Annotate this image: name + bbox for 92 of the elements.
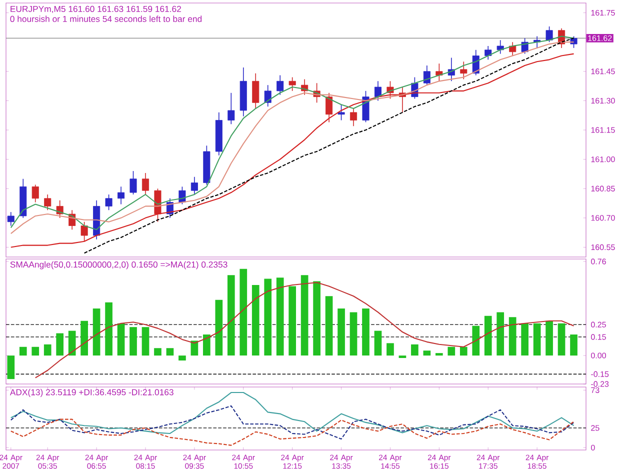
y-tick-label: -0.23	[591, 381, 609, 387]
bar	[508, 317, 516, 356]
candlestick	[228, 92, 235, 125]
bar	[448, 346, 456, 356]
bar	[7, 356, 15, 380]
bar	[240, 268, 248, 356]
candlestick	[44, 194, 52, 211]
y-tick-label: 161.00	[591, 156, 615, 162]
y-tick-label: 0.15	[591, 334, 606, 340]
candlestick	[374, 80, 382, 102]
y-tick-label: 160.85	[591, 186, 615, 192]
bar	[44, 344, 52, 356]
bar	[484, 316, 492, 356]
bar	[288, 286, 296, 356]
bar	[374, 330, 382, 356]
y-tick-label: 160.55	[591, 244, 615, 250]
candlestick	[130, 170, 137, 195]
y-tick-label: 160.70	[591, 215, 615, 221]
candlestick	[546, 26, 553, 42]
bar	[92, 308, 100, 356]
candlestick	[105, 194, 112, 211]
y-tick-label: 161.45	[591, 68, 615, 74]
candlestick	[252, 72, 260, 109]
candlestick	[423, 65, 430, 86]
ref-line-label: 161.62	[588, 35, 612, 42]
bar	[215, 300, 223, 356]
candlestick	[142, 172, 149, 195]
candlestick	[276, 74, 284, 96]
candlestick	[80, 221, 88, 242]
candlestick	[118, 186, 125, 205]
y-tick-label: 0	[591, 444, 595, 450]
candlestick	[326, 92, 333, 123]
bar	[80, 320, 88, 356]
y-tick-label: -0.15	[591, 371, 609, 377]
bar	[521, 323, 528, 356]
bar	[423, 350, 431, 356]
bar	[338, 308, 345, 356]
y-tick-label: 161.15	[591, 127, 615, 133]
y-tick-label: 161.75	[591, 10, 615, 16]
bar	[154, 348, 162, 356]
bar	[472, 326, 480, 356]
candlestick	[460, 61, 468, 80]
bar	[398, 356, 406, 358]
bar	[300, 275, 308, 356]
bar	[350, 312, 358, 356]
bar	[325, 296, 333, 356]
bar	[227, 275, 235, 356]
bar	[436, 353, 443, 356]
y-tick-label: 25	[591, 425, 600, 431]
candlestick	[264, 84, 272, 107]
candlestick	[154, 188, 162, 222]
candlestick	[7, 212, 14, 226]
bar	[178, 356, 186, 360]
line-series	[34, 282, 574, 378]
y-tick-label: 73	[591, 387, 600, 393]
bar	[313, 281, 320, 356]
bar	[558, 323, 566, 356]
bar	[32, 346, 40, 356]
bar	[496, 312, 504, 356]
y-tick-label: 0.00	[591, 352, 606, 358]
bar	[264, 278, 272, 356]
y-tick-label: 0.76	[591, 258, 606, 264]
bar	[130, 327, 137, 356]
text: 0 hoursish or 1 minutes 54 seconds left to bar end	[10, 16, 202, 22]
chart-title: ADX(13) 23.5119 +DI:36.4595 -DI:21.0163	[10, 388, 174, 397]
y-tick-label: 161.30	[591, 98, 615, 104]
bar	[117, 323, 125, 356]
bar	[276, 278, 284, 356]
bar	[19, 346, 27, 356]
bar	[386, 343, 394, 356]
bar	[546, 320, 553, 356]
bar	[460, 346, 468, 356]
candlestick	[484, 46, 492, 60]
chart-title: EURJPYm,M5 161.60 161.63 161.59 161.62	[10, 6, 181, 14]
bar	[570, 334, 578, 356]
bar	[105, 302, 112, 356]
candlestick	[190, 176, 198, 195]
line-series	[10, 418, 574, 446]
candlestick	[338, 104, 345, 121]
bar	[411, 344, 418, 356]
candlestick	[288, 76, 296, 92]
candlestick	[32, 184, 39, 203]
candlestick	[350, 108, 358, 126]
bar	[533, 323, 541, 356]
bar	[362, 308, 370, 356]
bar	[56, 333, 64, 356]
bar	[142, 327, 150, 356]
y-tick-label: 0.25	[591, 322, 606, 328]
bar	[166, 348, 174, 356]
bar	[203, 334, 210, 356]
bar	[252, 284, 260, 356]
chart-title: SMAAngle(50,0.15000000,2,0) 0.1650 =>MA(21) 0.2353	[10, 261, 228, 270]
